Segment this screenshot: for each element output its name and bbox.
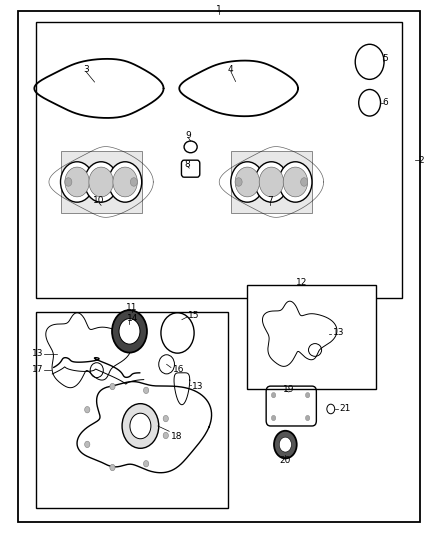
Text: 9: 9 xyxy=(186,131,191,140)
Text: 1: 1 xyxy=(216,5,222,14)
Text: 13: 13 xyxy=(332,328,344,337)
Text: 4: 4 xyxy=(228,66,233,74)
Circle shape xyxy=(144,387,149,393)
Text: 11: 11 xyxy=(126,303,138,312)
Bar xyxy=(35,312,228,508)
Circle shape xyxy=(119,319,140,344)
Text: 7: 7 xyxy=(267,196,273,205)
Bar xyxy=(247,285,376,389)
Circle shape xyxy=(122,403,159,448)
Circle shape xyxy=(85,407,90,413)
Text: 13: 13 xyxy=(32,349,43,358)
Text: 5: 5 xyxy=(382,54,388,62)
Text: 2: 2 xyxy=(418,156,424,165)
Text: 3: 3 xyxy=(83,66,89,74)
Text: 10: 10 xyxy=(93,196,105,205)
Bar xyxy=(231,151,312,213)
Circle shape xyxy=(112,310,147,353)
Circle shape xyxy=(85,441,90,448)
Circle shape xyxy=(279,437,291,452)
Circle shape xyxy=(110,464,115,471)
Circle shape xyxy=(130,413,151,439)
Circle shape xyxy=(231,162,264,202)
Circle shape xyxy=(131,177,138,186)
Circle shape xyxy=(305,415,310,421)
Circle shape xyxy=(163,432,168,439)
Circle shape xyxy=(274,431,297,458)
Text: 21: 21 xyxy=(339,405,350,414)
Bar xyxy=(61,151,141,213)
Circle shape xyxy=(144,461,149,467)
Text: 13: 13 xyxy=(192,382,203,391)
Circle shape xyxy=(163,415,168,422)
Circle shape xyxy=(60,162,94,202)
Text: 20: 20 xyxy=(280,456,291,465)
Circle shape xyxy=(272,392,276,398)
Text: 6: 6 xyxy=(382,98,388,107)
Text: 14: 14 xyxy=(127,313,139,322)
Text: 19: 19 xyxy=(283,385,295,394)
Circle shape xyxy=(259,167,284,197)
Circle shape xyxy=(65,167,89,197)
Circle shape xyxy=(235,177,242,186)
Circle shape xyxy=(272,415,276,421)
Circle shape xyxy=(89,167,113,197)
Text: 18: 18 xyxy=(171,432,183,441)
Circle shape xyxy=(255,162,288,202)
Circle shape xyxy=(113,167,138,197)
Circle shape xyxy=(109,162,142,202)
Circle shape xyxy=(85,162,118,202)
Circle shape xyxy=(300,177,307,186)
Circle shape xyxy=(279,162,312,202)
Circle shape xyxy=(235,167,260,197)
Text: 16: 16 xyxy=(173,365,184,374)
Bar xyxy=(35,22,403,298)
Circle shape xyxy=(110,383,115,390)
Circle shape xyxy=(283,167,307,197)
Text: 8: 8 xyxy=(185,160,191,169)
Text: 17: 17 xyxy=(32,365,43,374)
Circle shape xyxy=(65,177,72,186)
Text: 12: 12 xyxy=(296,278,307,287)
Text: 15: 15 xyxy=(188,311,200,320)
Circle shape xyxy=(305,392,310,398)
